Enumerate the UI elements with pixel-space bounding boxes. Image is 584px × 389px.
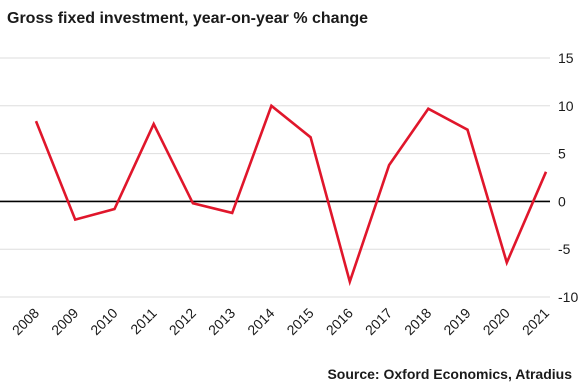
grid-lines <box>0 57 550 298</box>
y-tick-label: 5 <box>558 146 566 162</box>
x-tick-label: 2009 <box>48 305 81 338</box>
x-tick-label: 2010 <box>87 305 120 338</box>
x-tick-label: 2016 <box>323 305 356 338</box>
chart-title: Gross fixed investment, year-on-year % c… <box>7 10 369 27</box>
x-tick-label: 2014 <box>244 305 277 338</box>
series-line <box>34 103 548 287</box>
x-tick-label: 2020 <box>480 305 513 338</box>
x-tick-label: 2015 <box>283 305 316 338</box>
y-tick-label: -5 <box>558 241 571 257</box>
chart-source: Source: Oxford Economics, Atradius <box>327 366 572 382</box>
x-axis-tick-labels: 2008 2009 2010 2011 2012 2013 2014 2015 2016 2017… <box>9 305 552 338</box>
series-layer <box>34 103 548 287</box>
x-tick-label: 2013 <box>205 305 238 338</box>
y-tick-label: 0 <box>558 193 566 209</box>
x-tick-label: 2019 <box>440 305 473 338</box>
x-tick-label: 2018 <box>401 305 434 338</box>
y-tick-label: 15 <box>558 50 574 66</box>
x-tick-label: 2021 <box>519 305 552 338</box>
x-tick-label: 2008 <box>9 305 42 338</box>
y-tick-label: 10 <box>558 98 574 114</box>
x-tick-label: 2012 <box>166 305 199 338</box>
y-tick-label: -10 <box>558 289 578 305</box>
x-tick-label: 2017 <box>362 305 395 338</box>
x-tick-label: 2011 <box>127 305 160 338</box>
y-axis-tick-labels: -10 -5 0 5 10 15 <box>558 50 578 305</box>
